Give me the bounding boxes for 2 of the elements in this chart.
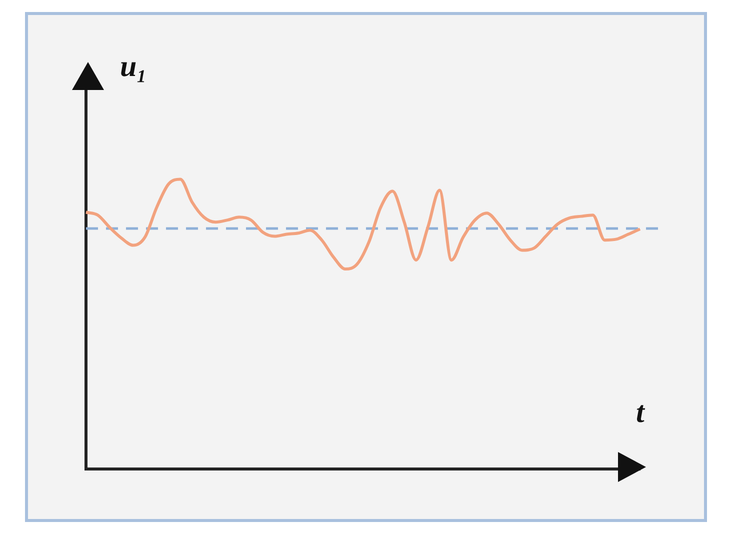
y-axis-title: u₁ (120, 50, 148, 84)
x-axis-title: t (636, 396, 644, 430)
